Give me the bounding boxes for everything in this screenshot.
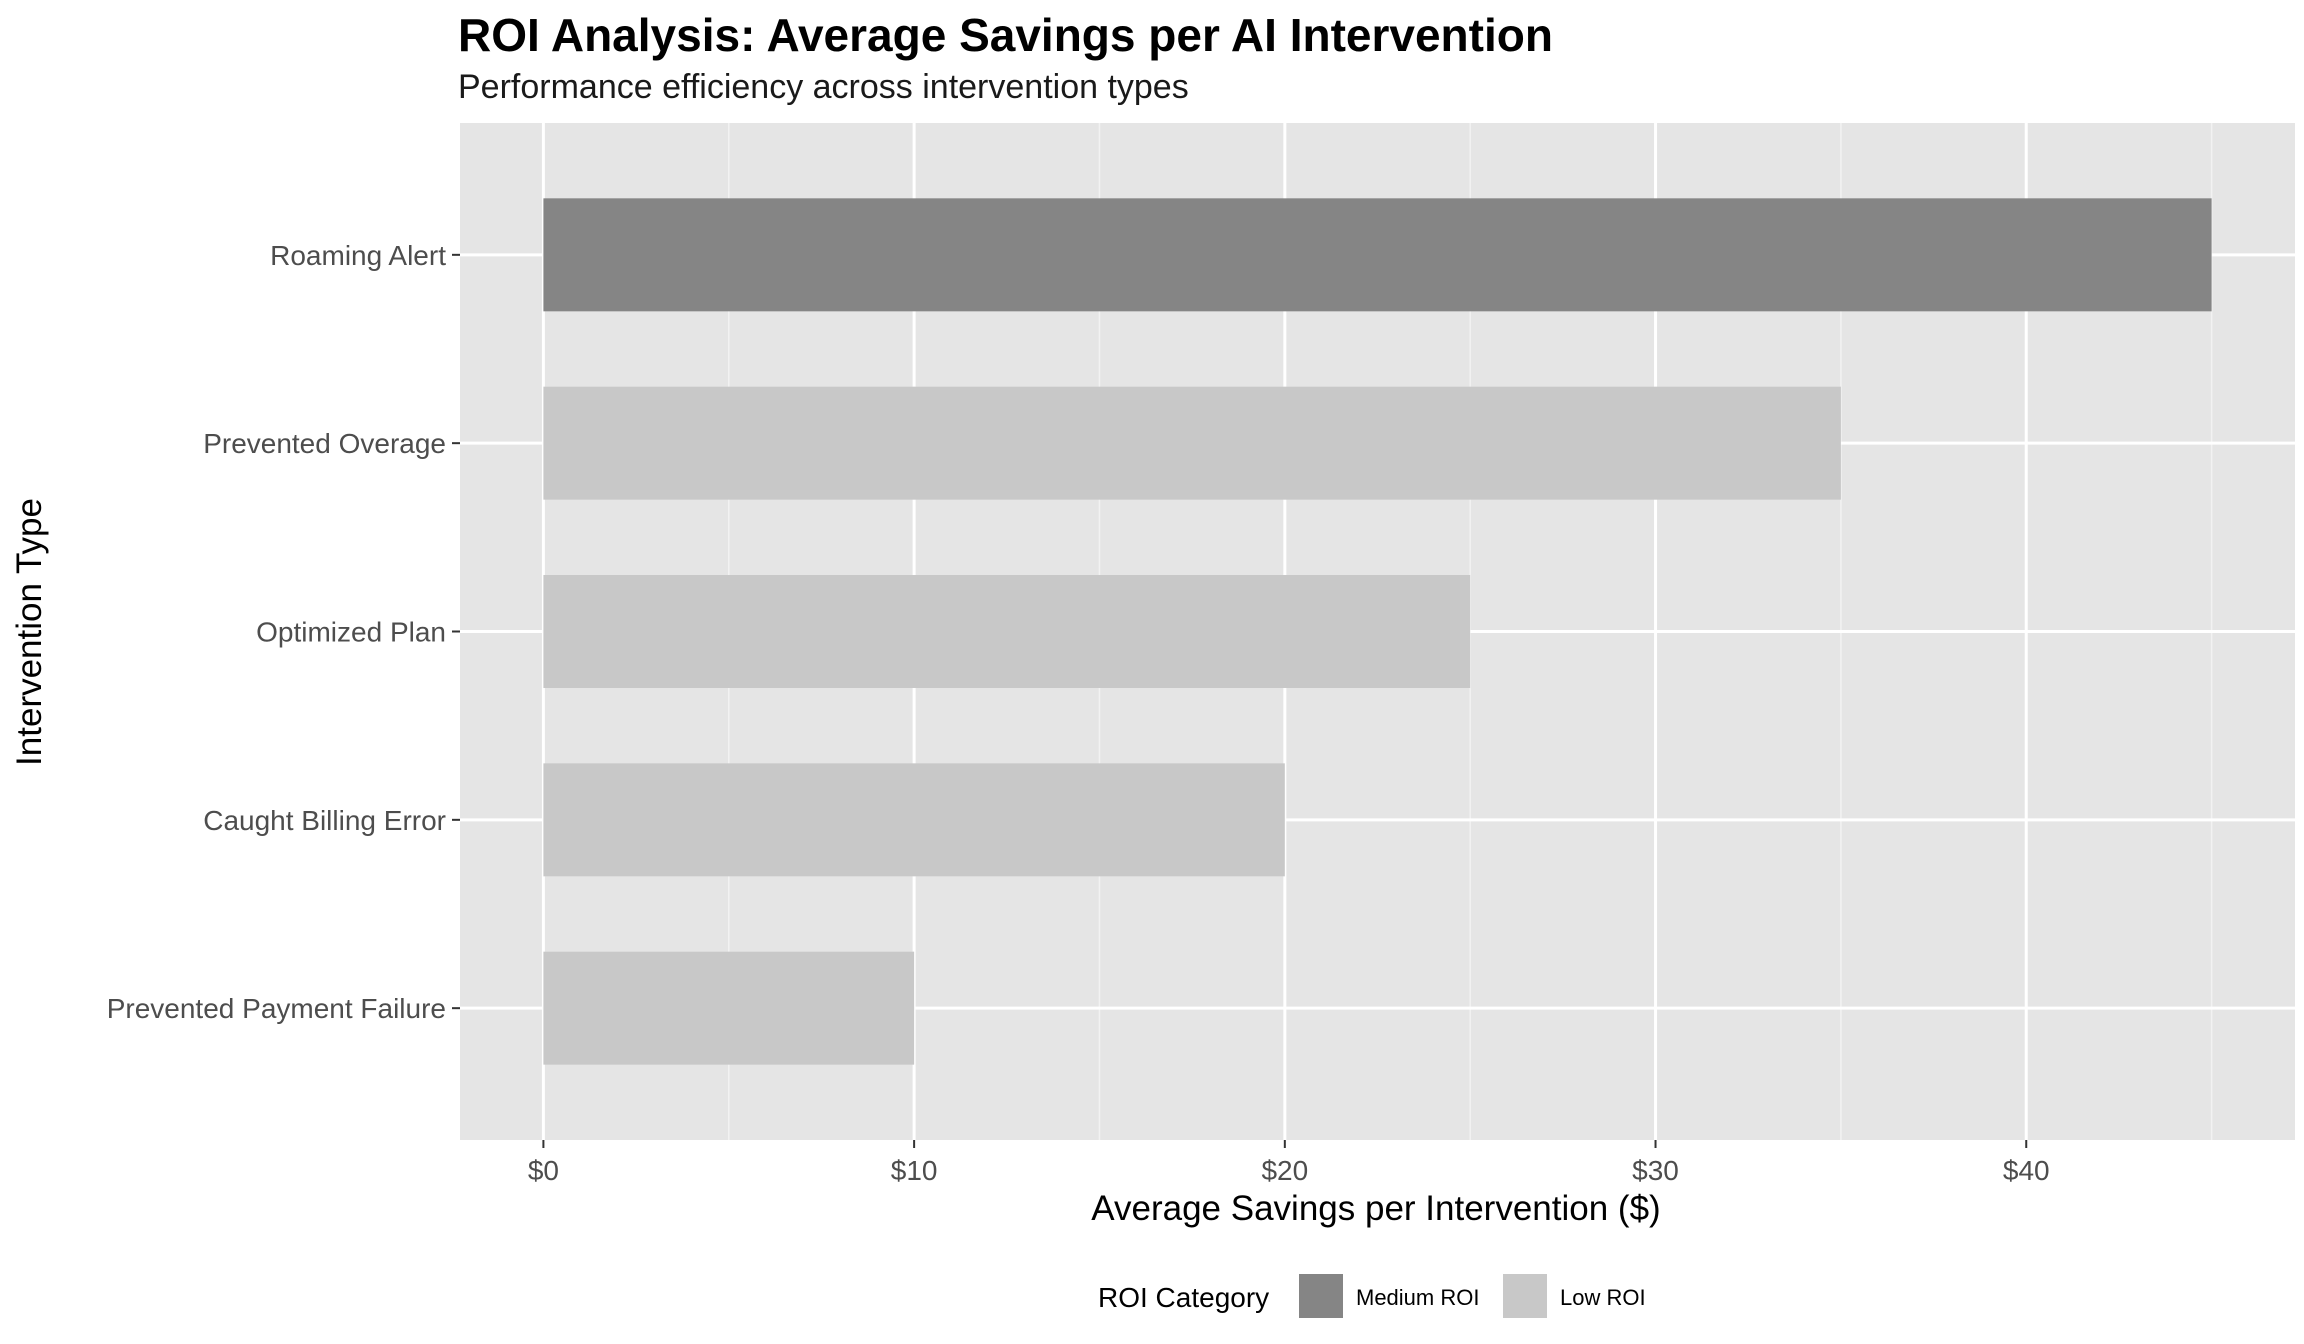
- legend-label-low-roi: Low ROI: [1560, 1285, 1646, 1310]
- legend-title: ROI Category: [1098, 1282, 1269, 1313]
- y-tick-label: Prevented Payment Failure: [107, 993, 446, 1024]
- x-axis: $0 $10 $20 $30 $40: [528, 1140, 2050, 1186]
- bar-optimized-plan: [543, 575, 1471, 688]
- x-axis-title: Average Savings per Intervention ($): [1091, 1189, 1660, 1228]
- chart-subtitle: Performance efficiency across interventi…: [458, 68, 1189, 106]
- x-tick-label: $40: [2003, 1155, 2050, 1186]
- x-tick-label: $20: [1261, 1155, 1308, 1186]
- bar-prevented-payment-failure: [543, 951, 915, 1065]
- x-tick-label: $0: [528, 1155, 559, 1186]
- bar-roaming-alert: [543, 198, 2212, 312]
- x-tick-label: $10: [891, 1155, 938, 1186]
- bars: [543, 198, 2212, 1065]
- y-tick-label: Roaming Alert: [270, 240, 446, 271]
- legend: ROI Category Medium ROI Low ROI: [1098, 1274, 1646, 1318]
- bar-prevented-overage: [543, 386, 1841, 500]
- chart-title: ROI Analysis: Average Savings per AI Int…: [458, 9, 1553, 61]
- y-tick-label: Prevented Overage: [203, 428, 446, 459]
- y-tick-label: Optimized Plan: [256, 617, 446, 648]
- y-tick-label: Caught Billing Error: [203, 805, 446, 836]
- bar-caught-billing-error: [543, 763, 1285, 877]
- legend-key-medium-roi: [1299, 1274, 1343, 1318]
- y-axis-title: Intervention Type: [10, 498, 49, 766]
- legend-key-low-roi: [1503, 1274, 1547, 1318]
- legend-label-medium-roi: Medium ROI: [1356, 1285, 1479, 1310]
- x-tick-label: $30: [1632, 1155, 1679, 1186]
- y-axis: Roaming Alert Prevented Overage Optimized …: [107, 240, 460, 1024]
